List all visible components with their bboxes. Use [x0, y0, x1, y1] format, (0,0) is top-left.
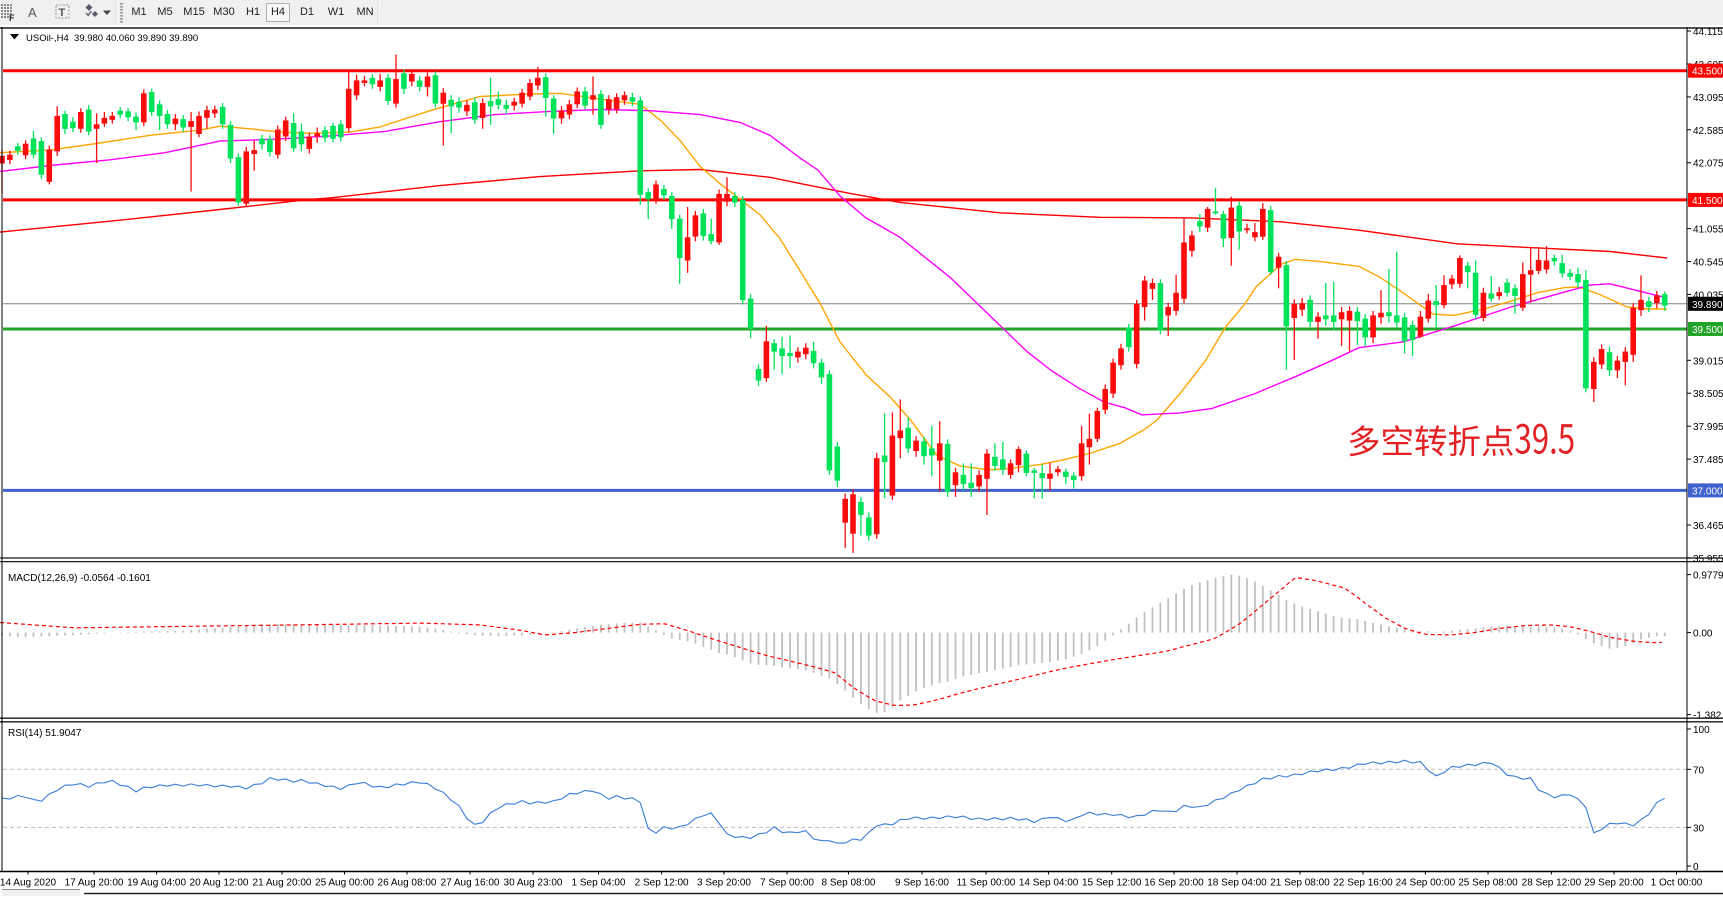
svg-text:100: 100	[1693, 725, 1710, 736]
svg-text:11 Sep 00:00: 11 Sep 00:00	[957, 878, 1016, 889]
svg-text:30 Aug 23:00: 30 Aug 23:00	[504, 878, 563, 889]
svg-text:17 Aug 20:00: 17 Aug 20:00	[65, 878, 124, 889]
svg-text:0: 0	[1693, 862, 1699, 873]
svg-text:37.485: 37.485	[1693, 455, 1723, 466]
svg-text:39.890: 39.890	[1692, 300, 1723, 311]
svg-text:43.095: 43.095	[1693, 93, 1723, 104]
svg-text:RSI(14) 51.9047: RSI(14) 51.9047	[8, 728, 82, 739]
svg-text:25 Sep 08:00: 25 Sep 08:00	[1458, 878, 1518, 889]
svg-text:21 Aug 20:00: 21 Aug 20:00	[253, 878, 312, 889]
svg-text:0.00: 0.00	[1693, 629, 1713, 640]
svg-text:16 Sep 20:00: 16 Sep 20:00	[1144, 878, 1204, 889]
svg-text:27 Aug 16:00: 27 Aug 16:00	[441, 878, 500, 889]
svg-text:USOil-,H4 39.980 40.060 39.89: USOil-,H4 39.980 40.060 39.890 39.890	[26, 33, 198, 44]
svg-text:42.075: 42.075	[1693, 159, 1723, 170]
svg-text:8 Sep 08:00: 8 Sep 08:00	[822, 878, 876, 889]
svg-text:0.9779: 0.9779	[1693, 571, 1723, 582]
svg-text:3 Sep 20:00: 3 Sep 20:00	[697, 878, 751, 889]
svg-text:35.955: 35.955	[1693, 554, 1723, 565]
svg-text:28 Sep 12:00: 28 Sep 12:00	[1522, 878, 1582, 889]
svg-text:F: F	[9, 13, 15, 23]
svg-text:7 Sep 00:00: 7 Sep 00:00	[760, 878, 814, 889]
svg-text:1 Sep 04:00: 1 Sep 04:00	[572, 878, 626, 889]
svg-text:2 Sep 12:00: 2 Sep 12:00	[635, 878, 689, 889]
svg-text:9 Sep 16:00: 9 Sep 16:00	[895, 878, 949, 889]
svg-text:38.505: 38.505	[1693, 389, 1723, 400]
svg-text:44.115: 44.115	[1693, 27, 1723, 38]
svg-text:70: 70	[1693, 765, 1705, 776]
svg-text:-1.382: -1.382	[1693, 711, 1722, 722]
svg-text:24 Sep 00:00: 24 Sep 00:00	[1396, 878, 1456, 889]
svg-text:41.055: 41.055	[1693, 225, 1723, 236]
svg-text:30: 30	[1693, 823, 1705, 834]
svg-text:37.995: 37.995	[1693, 422, 1723, 433]
svg-text:40.545: 40.545	[1693, 258, 1723, 269]
svg-text:21 Sep 08:00: 21 Sep 08:00	[1270, 878, 1330, 889]
svg-text:T: T	[59, 7, 66, 19]
svg-text:15 Sep 12:00: 15 Sep 12:00	[1082, 878, 1142, 889]
svg-text:25 Aug 00:00: 25 Aug 00:00	[315, 878, 374, 889]
svg-text:MACD(12,26,9) -0.0564 -0.1601: MACD(12,26,9) -0.0564 -0.1601	[8, 573, 151, 584]
svg-text:39.500: 39.500	[1692, 325, 1723, 336]
svg-text:A: A	[28, 5, 37, 20]
svg-text:42.585: 42.585	[1693, 126, 1723, 137]
svg-text:41.500: 41.500	[1692, 196, 1723, 207]
svg-text:14 Sep 04:00: 14 Sep 04:00	[1019, 878, 1079, 889]
svg-text:37.000: 37.000	[1692, 486, 1723, 497]
svg-text:20 Aug 12:00: 20 Aug 12:00	[190, 878, 249, 889]
svg-text:22 Sep 16:00: 22 Sep 16:00	[1333, 878, 1393, 889]
svg-text:26 Aug 08:00: 26 Aug 08:00	[378, 878, 437, 889]
svg-text:29 Sep 20:00: 29 Sep 20:00	[1584, 878, 1644, 889]
svg-text:40.035: 40.035	[1693, 290, 1723, 301]
svg-text:39.015: 39.015	[1693, 356, 1723, 367]
svg-text:36.465: 36.465	[1693, 521, 1723, 532]
svg-text:1 Oct 00:00: 1 Oct 00:00	[1651, 878, 1703, 889]
svg-text:43.500: 43.500	[1692, 67, 1723, 78]
svg-text:19 Aug 04:00: 19 Aug 04:00	[127, 878, 186, 889]
svg-text:18 Sep 04:00: 18 Sep 04:00	[1207, 878, 1267, 889]
svg-text:14 Aug 2020: 14 Aug 2020	[0, 878, 57, 889]
